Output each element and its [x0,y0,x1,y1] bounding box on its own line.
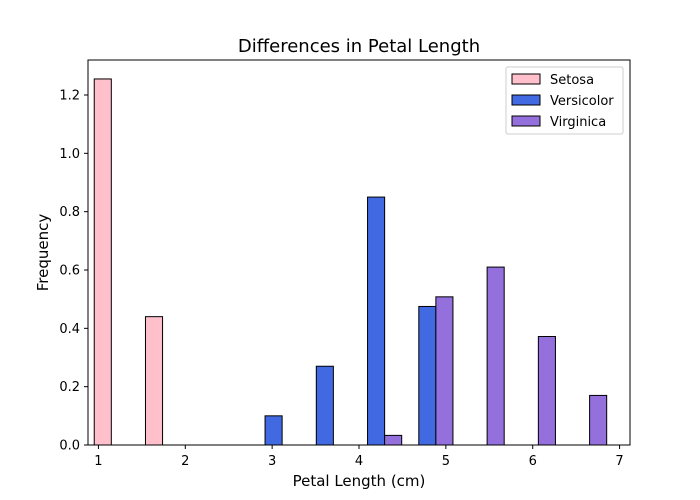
x-tick-label: 7 [615,454,623,469]
x-tick-label: 6 [529,454,537,469]
y-tick-label: 0.0 [59,439,80,454]
x-tick-label: 4 [355,454,363,469]
bar-virginica-6 [435,296,454,446]
y-tick-label: 0.6 [59,264,80,279]
bars-layer [93,78,608,446]
chart-title: Differences in Petal Length [238,36,480,57]
x-tick-label: 2 [181,454,189,469]
bar-virginica-9 [589,394,608,446]
y-tick-label: 0.8 [59,205,80,220]
bar-virginica-7 [486,266,505,446]
legend-label-setosa: Setosa [550,73,594,88]
legend: Setosa Versicolor Virginica [505,66,624,135]
x-tick-label: 3 [268,454,276,469]
legend-swatch-setosa [511,73,541,85]
x-axis-ticks: 1 2 3 4 5 6 7 [94,445,624,469]
y-tick-label: 1.2 [59,89,80,104]
x-tick-label: 5 [442,454,450,469]
x-tick-label: 1 [94,454,102,469]
bar-versicolor-5 [367,196,386,446]
bar-setosa-0 [93,78,112,446]
legend-label-versicolor: Versicolor [550,94,614,109]
bar-versicolor-6 [418,305,437,446]
bar-virginica-8 [537,336,556,446]
legend-swatch-versicolor [511,94,541,106]
bar-virginica-5 [384,434,403,446]
bar-versicolor-4 [315,365,334,446]
y-axis-label: Frequency [34,214,52,292]
bar-versicolor-3 [264,415,283,446]
y-tick-label: 1.0 [59,147,80,162]
legend-label-virginica: Virginica [550,115,606,130]
y-axis-ticks: 0.0 0.2 0.4 0.6 0.8 1.0 1.2 [59,89,88,454]
x-axis-label: Petal Length (cm) [293,472,426,490]
y-tick-label: 0.2 [59,380,80,395]
y-tick-label: 0.4 [59,322,80,337]
legend-swatch-virginica [511,115,541,127]
bar-setosa-1 [144,316,164,446]
